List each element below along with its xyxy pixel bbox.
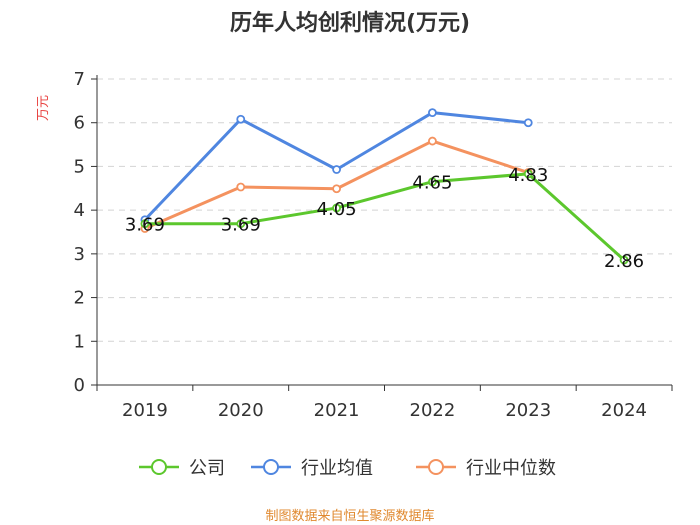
y-tick-label-1: 1 bbox=[74, 331, 85, 352]
y-axis-label: 万元 bbox=[36, 95, 51, 121]
point-0-2024 bbox=[619, 255, 629, 265]
data-labels: 3.69 3.69 4.05 4.65 4.83 2.86 bbox=[125, 165, 644, 272]
data-label-2021: 4.05 bbox=[317, 199, 357, 220]
y-tick-label-7: 7 bbox=[74, 69, 85, 90]
x-tick-label-2021: 2021 bbox=[314, 400, 360, 421]
data-label-2020: 3.69 bbox=[221, 215, 261, 236]
x-tick-label-2023: 2023 bbox=[505, 400, 551, 421]
x-tick-label-2022: 2022 bbox=[410, 400, 456, 421]
point-1-2023 bbox=[523, 118, 533, 128]
point-1-2022 bbox=[428, 108, 437, 118]
chart-title: 历年人均创利情况(万元) bbox=[230, 10, 470, 36]
legend-label-1: 行业均值 bbox=[301, 458, 373, 479]
y-tick-label-2: 2 bbox=[74, 288, 85, 309]
point-0-2019 bbox=[140, 219, 150, 229]
point-2-2022 bbox=[428, 136, 437, 146]
point-2-2020 bbox=[236, 182, 246, 192]
y-tick-label-5: 5 bbox=[74, 156, 85, 177]
data-label-2023: 4.83 bbox=[508, 165, 548, 186]
legend-marker-2 bbox=[428, 459, 444, 475]
y-tick-label-0: 0 bbox=[74, 375, 85, 396]
y-tick-label-3: 3 bbox=[74, 244, 85, 265]
gridlines bbox=[97, 78, 672, 342]
data-label-2022: 4.65 bbox=[412, 173, 452, 194]
point-1-2021 bbox=[332, 165, 341, 174]
point-0-2020 bbox=[236, 219, 246, 229]
x-tick-label-2024: 2024 bbox=[601, 400, 647, 421]
x-tick-label-2020: 2020 bbox=[218, 400, 264, 421]
series-lines bbox=[140, 108, 629, 265]
y-tick-label-4: 4 bbox=[74, 200, 85, 221]
series-line-0 bbox=[143, 172, 626, 262]
legend-label-0: 公司 bbox=[189, 458, 225, 479]
point-2-2021 bbox=[332, 184, 341, 194]
data-label-2019: 3.69 bbox=[125, 215, 165, 236]
point-0-2023 bbox=[523, 169, 533, 179]
data-label-2024: 2.86 bbox=[604, 251, 644, 272]
x-tick-label-2019: 2019 bbox=[122, 400, 168, 421]
legend: 公司 行业均值 行业中位数 bbox=[139, 458, 556, 479]
legend-marker-1 bbox=[263, 459, 279, 475]
axes: 0 1 2 3 4 5 6 7 2019 2020 2021 2022 2023 2024 bbox=[74, 69, 673, 421]
point-0-2022 bbox=[428, 177, 437, 187]
source-note: 制图数据来自恒生聚源数据库 bbox=[265, 508, 434, 524]
legend-marker-0 bbox=[151, 459, 167, 475]
point-0-2021 bbox=[332, 203, 341, 213]
point-1-2020 bbox=[236, 114, 246, 124]
y-tick-label-6: 6 bbox=[74, 113, 85, 134]
legend-label-2: 行业中位数 bbox=[466, 458, 556, 479]
